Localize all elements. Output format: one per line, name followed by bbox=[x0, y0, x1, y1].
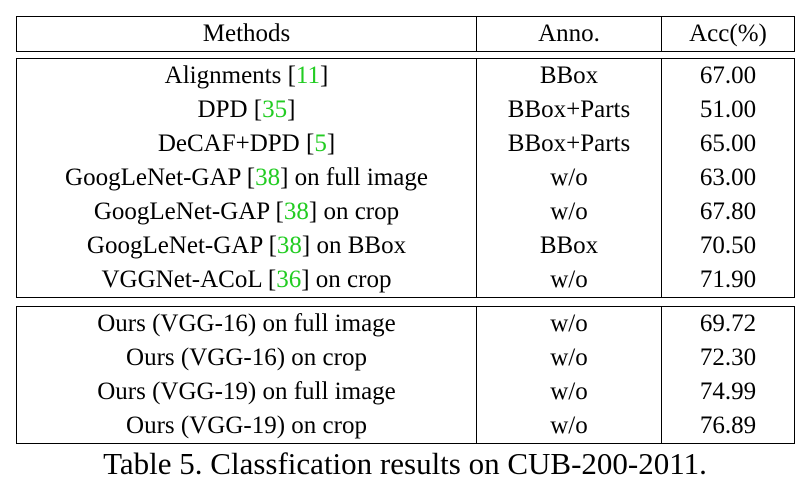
table-caption: Table 5. Classfication results on CUB-20… bbox=[103, 446, 707, 481]
results-table-header: Methods Anno. Acc(%) bbox=[16, 16, 795, 52]
acc-cell: 67.80 bbox=[661, 195, 795, 229]
acc-cell: 67.00 bbox=[661, 58, 795, 93]
header-row: Methods Anno. Acc(%) bbox=[16, 16, 795, 52]
method-name: GoogLeNet-GAP [ bbox=[86, 232, 277, 259]
header-acc: Acc(%) bbox=[661, 16, 795, 52]
method-cell: Alignments [11] bbox=[16, 58, 477, 93]
method-cell: Ours (VGG-16) on crop bbox=[16, 341, 477, 375]
anno-cell: BBox bbox=[476, 229, 662, 263]
acc-cell: 65.00 bbox=[661, 127, 795, 161]
acc-cell: 71.90 bbox=[661, 263, 795, 298]
acc-cell: 72.30 bbox=[661, 341, 795, 375]
acc-cell: 51.00 bbox=[661, 93, 795, 127]
method-cell: GoogLeNet-GAP [38] on BBox bbox=[16, 229, 477, 263]
table-row: Ours (VGG-16) on full image w/o 69.72 bbox=[16, 306, 795, 341]
table-row: GoogLeNet-GAP [38] on full image w/o 63.00 bbox=[16, 161, 795, 195]
method-cell: DeCAF+DPD [5] bbox=[16, 127, 477, 161]
table-row: Ours (VGG-19) on full image w/o 74.99 bbox=[16, 375, 795, 409]
method-name: GoogLeNet-GAP [ bbox=[65, 164, 256, 191]
anno-cell: w/o bbox=[476, 341, 662, 375]
acc-cell: 63.00 bbox=[661, 161, 795, 195]
anno-cell: w/o bbox=[476, 375, 662, 409]
acc-cell: 70.50 bbox=[661, 229, 795, 263]
anno-cell: w/o bbox=[476, 161, 662, 195]
citation-link: 38 bbox=[255, 164, 281, 191]
prior-methods-table: Alignments [11] BBox 67.00 DPD [35] BBox+Par… bbox=[16, 58, 795, 298]
method-suffix: ] on crop bbox=[308, 198, 400, 225]
table-row: GoogLeNet-GAP [38] on BBox BBox 70.50 bbox=[16, 229, 795, 263]
acc-cell: 69.72 bbox=[661, 306, 795, 341]
anno-cell: BBox bbox=[476, 58, 662, 93]
anno-cell: w/o bbox=[476, 409, 662, 444]
acc-cell: 76.89 bbox=[661, 409, 795, 444]
method-cell: VGGNet-ACoL [36] on crop bbox=[16, 263, 477, 298]
method-name: Alignments [ bbox=[164, 62, 296, 89]
anno-cell: BBox+Parts bbox=[476, 127, 662, 161]
anno-cell: w/o bbox=[476, 195, 662, 229]
method-suffix: ] bbox=[320, 62, 329, 89]
method-name: VGGNet-ACoL [ bbox=[101, 266, 277, 293]
table-row: GoogLeNet-GAP [38] on crop w/o 67.80 bbox=[16, 195, 795, 229]
method-suffix: ] bbox=[326, 130, 336, 157]
method-cell: DPD [35] bbox=[16, 93, 477, 127]
method-name: DPD [ bbox=[197, 96, 263, 123]
method-suffix: ] bbox=[287, 96, 296, 123]
citation-link: 11 bbox=[295, 62, 320, 89]
table-row: Alignments [11] BBox 67.00 bbox=[16, 58, 795, 93]
citation-link: 38 bbox=[283, 198, 309, 225]
method-cell: Ours (VGG-19) on crop bbox=[16, 409, 477, 444]
header-methods: Methods bbox=[16, 16, 477, 52]
table-row: Ours (VGG-16) on crop w/o 72.30 bbox=[16, 341, 795, 375]
table-row: DeCAF+DPD [5] BBox+Parts 65.00 bbox=[16, 127, 795, 161]
citation-link: 36 bbox=[276, 266, 302, 293]
citation-link: 35 bbox=[262, 96, 288, 123]
table-row: DPD [35] BBox+Parts 51.00 bbox=[16, 93, 795, 127]
method-name: GoogLeNet-GAP [ bbox=[93, 198, 284, 225]
method-cell: Ours (VGG-16) on full image bbox=[16, 306, 477, 341]
citation-link: 38 bbox=[276, 232, 302, 259]
method-suffix: ] on crop bbox=[301, 266, 392, 293]
method-cell: GoogLeNet-GAP [38] on crop bbox=[16, 195, 477, 229]
anno-cell: w/o bbox=[476, 263, 662, 298]
method-cell: Ours (VGG-19) on full image bbox=[16, 375, 477, 409]
method-cell: GoogLeNet-GAP [38] on full image bbox=[16, 161, 477, 195]
method-suffix: ] on BBox bbox=[301, 232, 407, 259]
header-anno: Anno. bbox=[476, 16, 662, 52]
anno-cell: BBox+Parts bbox=[476, 93, 662, 127]
table-row: Ours (VGG-19) on crop w/o 76.89 bbox=[16, 409, 795, 444]
anno-cell: w/o bbox=[476, 306, 662, 341]
method-name: DeCAF+DPD [ bbox=[157, 130, 315, 157]
ours-methods-table: Ours (VGG-16) on full image w/o 69.72 Ours … bbox=[16, 306, 795, 444]
table-row: VGGNet-ACoL [36] on crop w/o 71.90 bbox=[16, 263, 795, 298]
acc-cell: 74.99 bbox=[661, 375, 795, 409]
citation-link: 5 bbox=[314, 130, 327, 157]
method-suffix: ] on full image bbox=[280, 164, 428, 191]
